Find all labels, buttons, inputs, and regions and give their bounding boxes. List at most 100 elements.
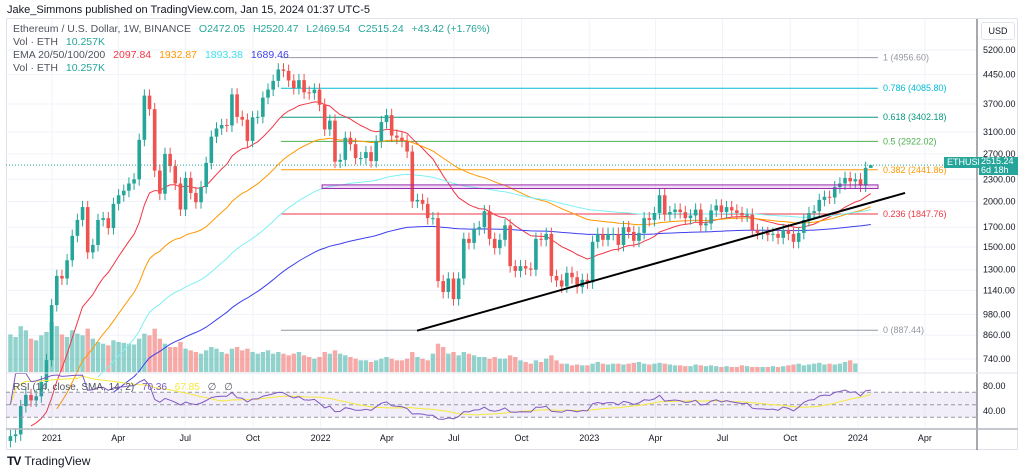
candle-body bbox=[446, 278, 451, 292]
price-change: +43.42 (+1.76%) bbox=[411, 23, 490, 35]
candle-body bbox=[158, 170, 162, 194]
volume-bar bbox=[698, 365, 703, 372]
volume-bar bbox=[507, 355, 513, 372]
candle-body bbox=[750, 214, 755, 231]
volume-bar bbox=[487, 358, 492, 372]
candle-body bbox=[173, 166, 178, 184]
tradingview-footer[interactable]: TV TradingView bbox=[7, 454, 90, 468]
ascending-trendline bbox=[416, 191, 906, 332]
candle-body bbox=[554, 275, 559, 281]
candle-body bbox=[544, 233, 549, 240]
candle-body bbox=[8, 436, 13, 441]
candle-body bbox=[348, 137, 353, 145]
volume-bar bbox=[33, 340, 39, 372]
visibility-icon[interactable]: ∅ bbox=[207, 382, 217, 393]
volume-bar bbox=[425, 360, 430, 372]
volume-bar bbox=[167, 347, 173, 372]
candle-body bbox=[188, 177, 193, 193]
candle-body bbox=[709, 210, 713, 224]
legend-volume-row: Vol · ETH 10.257K bbox=[13, 36, 110, 48]
currency-button[interactable]: USD bbox=[981, 22, 1015, 40]
candle-body bbox=[626, 227, 631, 232]
volume-bar bbox=[667, 364, 673, 372]
volume-bar bbox=[641, 363, 647, 372]
volume-bar bbox=[538, 362, 544, 372]
candle-body bbox=[343, 137, 348, 160]
candle-body bbox=[621, 227, 626, 245]
candle-body bbox=[111, 203, 116, 229]
rsi-pane bbox=[6, 373, 977, 420]
candle-body bbox=[405, 140, 409, 152]
time-axis-label: 2021 bbox=[42, 433, 62, 443]
volume-bar bbox=[502, 358, 508, 372]
candle-body bbox=[781, 230, 786, 238]
candle-body bbox=[96, 219, 100, 245]
candle-body bbox=[60, 275, 64, 279]
candle-body bbox=[353, 144, 358, 159]
rsi-axis-label: 40.00 bbox=[983, 406, 1006, 416]
volume-bar bbox=[677, 365, 683, 372]
tradingview-logo-icon: TV bbox=[7, 454, 21, 468]
fib-level-label: 0 (887.44) bbox=[883, 325, 924, 335]
candle-body bbox=[358, 158, 363, 160]
volume-bar bbox=[95, 342, 101, 372]
candle-body bbox=[595, 233, 600, 242]
candle-body bbox=[528, 268, 533, 270]
legend-volume-row-2: Vol · ETH 10.257K bbox=[13, 62, 110, 74]
ohlc-open: O2472.05 bbox=[198, 23, 246, 35]
volume-bar bbox=[791, 364, 796, 372]
candle-body bbox=[364, 152, 368, 159]
drawings bbox=[6, 164, 977, 332]
rsi-value: 70.36 bbox=[141, 382, 167, 393]
volume-bar bbox=[801, 365, 807, 372]
candle-body bbox=[384, 115, 389, 123]
volume-bar bbox=[348, 357, 353, 372]
candle-body bbox=[75, 219, 80, 236]
candle-body bbox=[261, 97, 265, 117]
volume-bar bbox=[312, 358, 317, 372]
candle-body bbox=[116, 195, 121, 204]
volume-bar bbox=[600, 363, 606, 372]
volume-bar bbox=[574, 364, 580, 372]
volume-bar bbox=[137, 338, 142, 372]
candle-body bbox=[147, 95, 152, 110]
volume-bar bbox=[842, 362, 848, 372]
volume-bar bbox=[90, 338, 96, 372]
axes: 2021 Apr Jul Oct 2022 Apr Jul Oct 2023 Apr Jul Oct 2… bbox=[6, 19, 1018, 450]
volume-bar bbox=[229, 348, 235, 372]
rsi-label: RSI (14, close, SMA, 14, 2) bbox=[13, 382, 135, 393]
candle-body bbox=[39, 382, 44, 397]
time-axis-label: Apr bbox=[918, 433, 932, 443]
volume-bar bbox=[188, 350, 193, 372]
fib-level-label: 0.382 (2441.86) bbox=[883, 165, 947, 175]
candle-body bbox=[80, 207, 85, 220]
candle-body bbox=[297, 80, 301, 89]
candle-body bbox=[549, 233, 554, 276]
time-axis-label: Apr bbox=[380, 433, 394, 443]
volume-bar bbox=[765, 367, 770, 372]
volume-bar bbox=[415, 357, 420, 372]
candle-body bbox=[142, 95, 147, 140]
volume-bar bbox=[631, 362, 637, 372]
volume-bar bbox=[822, 364, 827, 372]
candle-body bbox=[518, 266, 523, 271]
candle-body bbox=[668, 212, 672, 215]
candle-body bbox=[333, 120, 337, 162]
candle-body bbox=[44, 360, 49, 383]
price-axis-label: 1300.00 bbox=[983, 265, 1016, 275]
visibility-icon[interactable]: ∅ bbox=[224, 382, 233, 393]
candle-body bbox=[827, 196, 832, 198]
time-axis-label: Oct bbox=[515, 433, 530, 443]
candle-body bbox=[431, 218, 435, 220]
candle-body bbox=[121, 190, 126, 196]
price-axis-label: 3700.00 bbox=[983, 99, 1016, 109]
candle-body bbox=[276, 69, 281, 81]
time-axis-label: Jul bbox=[717, 433, 729, 443]
candle-body bbox=[616, 233, 621, 245]
candle-body bbox=[853, 179, 858, 182]
time-axis-label: Apr bbox=[111, 433, 125, 443]
chart-frame bbox=[6, 18, 1018, 450]
price-axis-label: 4450.00 bbox=[983, 70, 1016, 80]
last-price-label: 2515.24 6d 18h bbox=[979, 157, 1018, 175]
